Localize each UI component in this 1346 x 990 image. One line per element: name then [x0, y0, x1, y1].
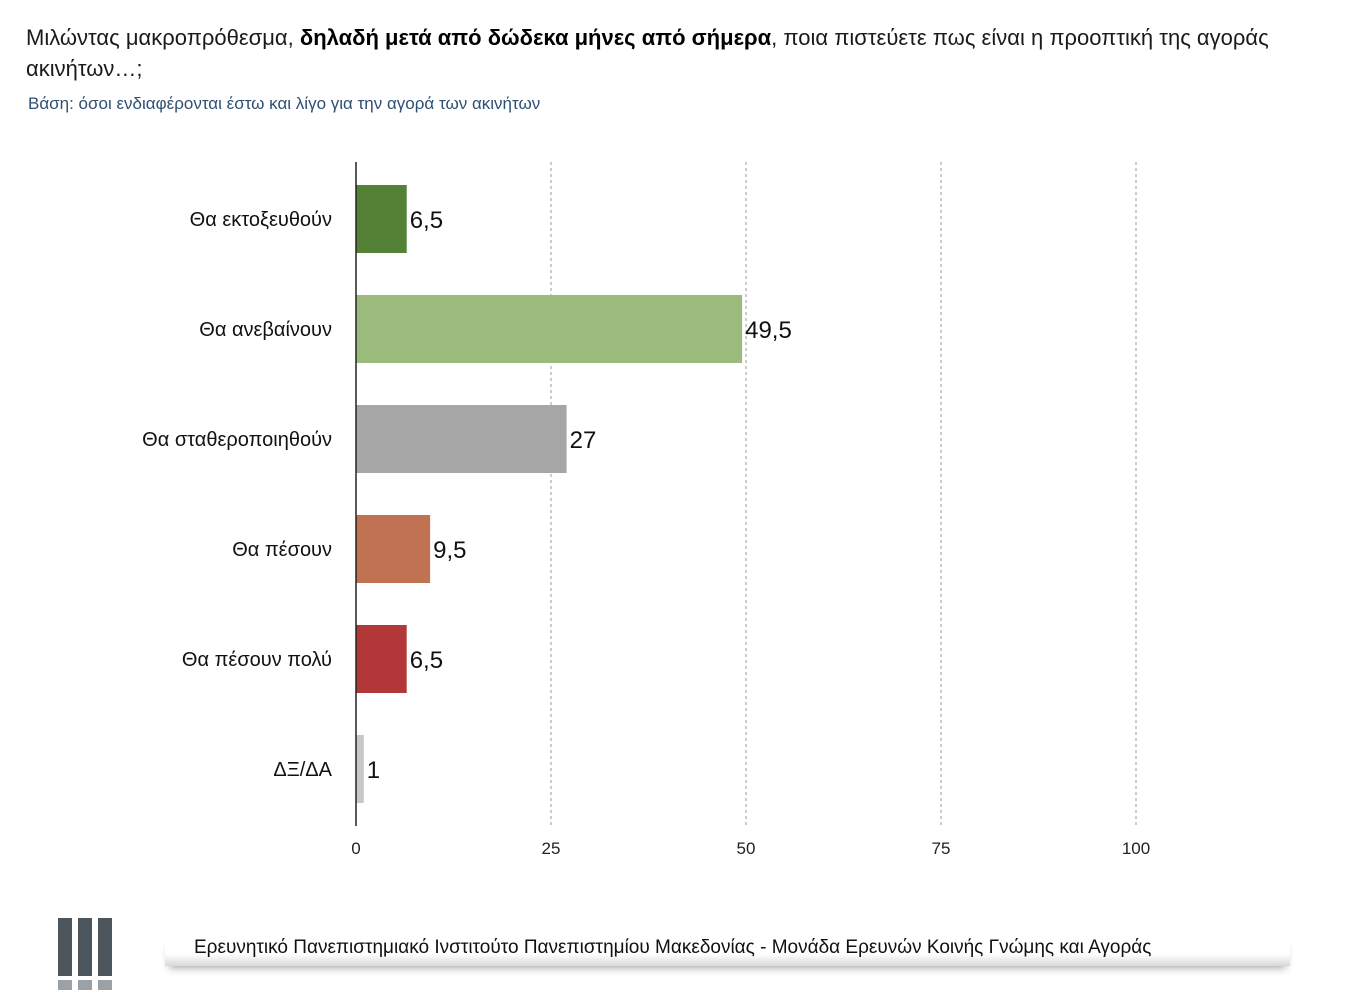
x-tick-label: 25 — [542, 839, 561, 858]
data-label: 6,5 — [410, 647, 443, 674]
category-label: Θα εκτοξευθούν — [190, 209, 332, 231]
footer-bar — [165, 936, 1290, 966]
institute-logo — [58, 918, 116, 990]
chart-subtitle: Βάση: όσοι ενδιαφέρονται έστω και λίγο γ… — [28, 94, 541, 113]
bar — [356, 185, 407, 253]
category-label: ΔΞ/ΔΑ — [273, 759, 332, 781]
x-tick-label: 50 — [737, 839, 756, 858]
bar — [356, 735, 364, 803]
x-tick-label: 100 — [1122, 839, 1150, 858]
title-bold: δηλαδή μετά από δώδεκα μήνες από σήμερα — [299, 25, 772, 50]
chart-title: Μιλώντας μακροπρόθεσμα, δηλαδή μετά από … — [26, 22, 1316, 84]
title-prefix: Μιλώντας μακροπρόθεσμα, — [26, 25, 300, 50]
category-label: Θα πέσουν — [232, 539, 332, 561]
bar — [356, 625, 407, 693]
category-label: Θα πέσουν πολύ — [182, 649, 332, 671]
data-label: 27 — [570, 427, 597, 454]
bar — [356, 405, 567, 473]
data-label: 1 — [367, 757, 380, 784]
bar — [356, 515, 431, 583]
footer-text: Ερευνητικό Πανεπιστημιακό Ινστιτούτο Παν… — [194, 937, 1152, 958]
category-label: Θα σταθεροποιηθούν — [142, 429, 332, 451]
x-tick-label: 0 — [351, 839, 360, 858]
bar — [356, 295, 743, 363]
data-label: 6,5 — [410, 207, 443, 234]
category-label: Θα ανεβαίνουν — [199, 319, 332, 341]
bar-chart: 0 25 50 75 100 Θα εκτοξευθούν 6,5 Θα ανεβαίνουν… — [142, 162, 1150, 858]
data-label: 49,5 — [745, 317, 792, 344]
title-suffix: , ποια πιστεύετε πως είναι η προοπτική τ… — [26, 25, 1269, 81]
x-tick-label: 75 — [932, 839, 951, 858]
data-label: 9,5 — [433, 537, 466, 564]
